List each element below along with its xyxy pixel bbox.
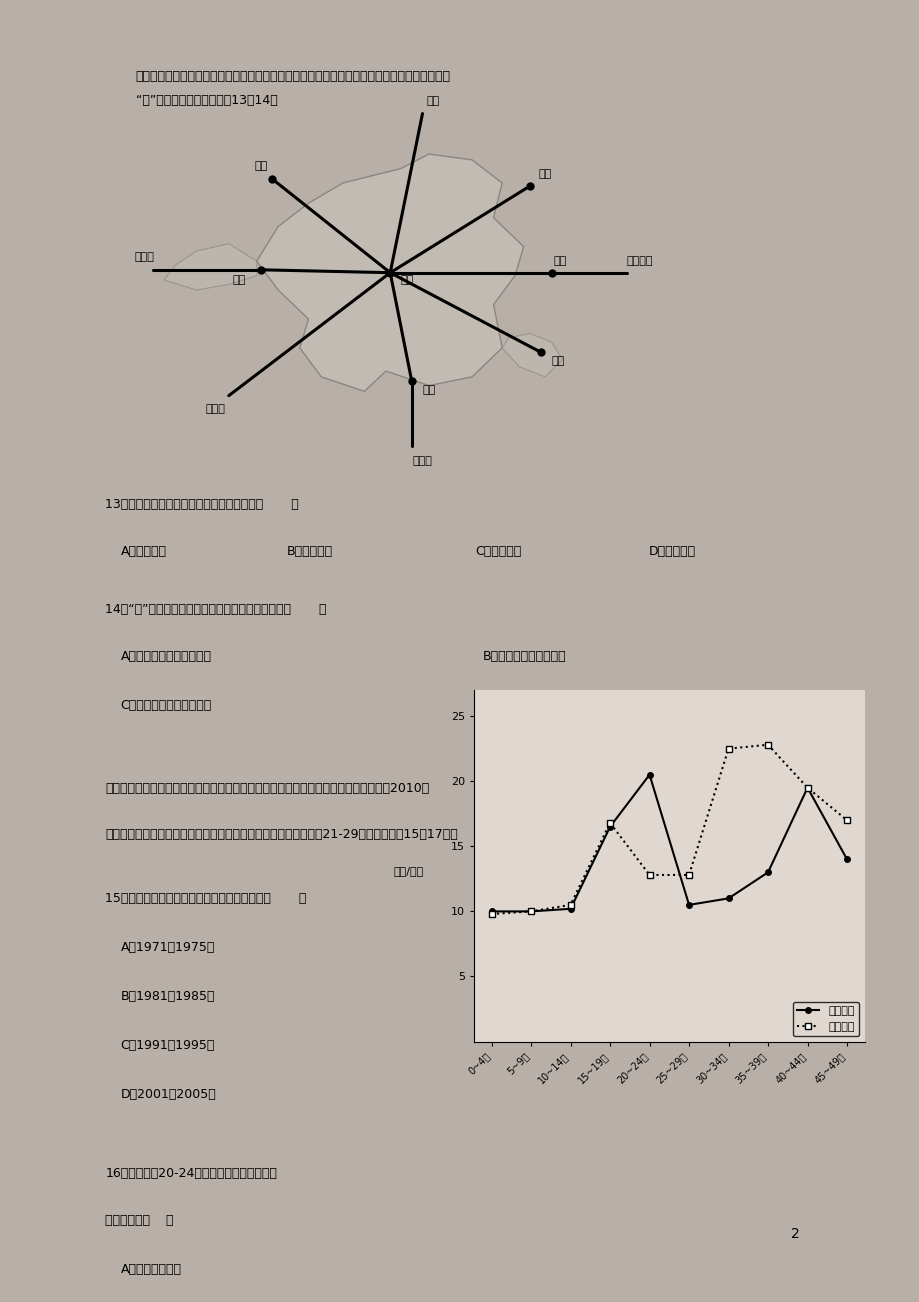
Text: 郑州市是中原城市群的核心城市，随着高速铁路的发展，郑州城市发展进入高速期。下图为郑州: 郑州市是中原城市群的核心城市，随着高速铁路的发展，郑州城市发展进入高速期。下图为… [135, 69, 450, 82]
户籍人口 [604, 815, 615, 831]
常住人口 [722, 891, 733, 906]
Text: 户籍人口与常住人口的差值可以表示当地人口常年（半年以上）外出的情况。下图示意2010年: 户籍人口与常住人口的差值可以表示当地人口常年（半年以上）外出的情况。下图示意20… [106, 783, 429, 796]
常住人口 [643, 767, 654, 783]
Text: 济南: 济南 [538, 169, 551, 180]
Polygon shape [164, 243, 256, 290]
户籍人口 [525, 904, 536, 919]
Text: C．增强城市群的内部联系: C．增强城市群的内部联系 [120, 699, 211, 712]
Text: “米”字形高铁示意图。完成13～14题: “米”字形高铁示意图。完成13～14题 [135, 94, 277, 107]
户籍人口 [801, 780, 812, 796]
Text: 至重庆: 至重庆 [206, 404, 225, 414]
Text: 我国西部某市各年龄组女性人数。调查表明，该市妇女生育峰值在21-29岁。据此完成15～17题。: 我国西部某市各年龄组女性人数。调查表明，该市妇女生育峰值在21-29岁。据此完成… [106, 828, 458, 841]
Text: B．完善区域的基础设施: B．完善区域的基础设施 [482, 650, 565, 663]
Polygon shape [502, 333, 562, 376]
户籍人口 [762, 737, 773, 753]
Text: 北京: 北京 [426, 95, 439, 105]
Y-axis label: 人数/万人: 人数/万人 [393, 866, 424, 876]
户籍人口 [683, 867, 694, 883]
常住人口 [604, 819, 615, 835]
户籍人口 [643, 867, 654, 883]
Text: C．地形类型: C．地形类型 [474, 544, 521, 557]
Text: 西安: 西安 [233, 275, 246, 285]
Text: 至兰州: 至兰州 [135, 251, 154, 262]
Text: B．原有线路: B．原有线路 [286, 544, 333, 557]
Text: 原因可能是（    ）: 原因可能是（ ） [106, 1213, 174, 1226]
Text: 16．造成该市20-24岁年龄组人数明显偏多的: 16．造成该市20-24岁年龄组人数明显偏多的 [106, 1168, 277, 1181]
Text: 至广州: 至广州 [412, 456, 432, 466]
Text: A．增加城市群的人口流动: A．增加城市群的人口流动 [120, 650, 211, 663]
Polygon shape [256, 154, 523, 392]
Text: 至连云港: 至连云港 [626, 256, 652, 266]
Text: 14．“米”字型高铁建设对中原城市群的影响不包括（       ）: 14．“米”字型高铁建设对中原城市群的影响不包括（ ） [106, 603, 326, 616]
Text: A．河流水系: A．河流水系 [120, 544, 166, 557]
常住人口 [564, 901, 575, 917]
Text: D．提升核心城市的等级: D．提升核心城市的等级 [482, 699, 567, 712]
Line: 户籍人口: 户籍人口 [488, 742, 849, 917]
常住人口 [841, 852, 852, 867]
Text: C．1991～1995年: C．1991～1995年 [120, 1039, 215, 1052]
Text: 合肥: 合肥 [550, 355, 564, 366]
Text: B．1981～1985年: B．1981～1985年 [120, 990, 215, 1003]
Text: 15．以下时间段中，该市人口出生率最高的是（       ）: 15．以下时间段中，该市人口出生率最高的是（ ） [106, 892, 306, 905]
Text: 郑州: 郑州 [401, 275, 414, 285]
常住人口 [801, 780, 812, 796]
常住人口 [762, 865, 773, 880]
户籍人口 [564, 897, 575, 913]
Text: 武汉: 武汉 [422, 385, 435, 395]
户籍人口 [485, 906, 496, 922]
Text: 2: 2 [789, 1226, 799, 1241]
Text: A．生育政策放宽: A．生育政策放宽 [120, 1263, 181, 1276]
常住人口 [525, 904, 536, 919]
Legend: 常住人口, 户籍人口: 常住人口, 户籍人口 [792, 1001, 858, 1036]
Text: D．城市分布: D．城市分布 [648, 544, 695, 557]
常住人口 [485, 904, 496, 919]
Line: 常住人口: 常住人口 [488, 772, 849, 914]
Text: D．2001～2005年: D．2001～2005年 [120, 1088, 216, 1101]
Text: 徐州: 徐州 [553, 256, 566, 266]
户籍人口 [841, 812, 852, 828]
Text: 13．对郑州高铁分布形态影响最小的因素是（       ）: 13．对郑州高铁分布形态影响最小的因素是（ ） [106, 497, 299, 510]
Text: 太原: 太原 [255, 160, 267, 171]
常住人口 [683, 897, 694, 913]
户籍人口 [722, 741, 733, 756]
Text: A．1971～1975年: A．1971～1975年 [120, 941, 215, 954]
